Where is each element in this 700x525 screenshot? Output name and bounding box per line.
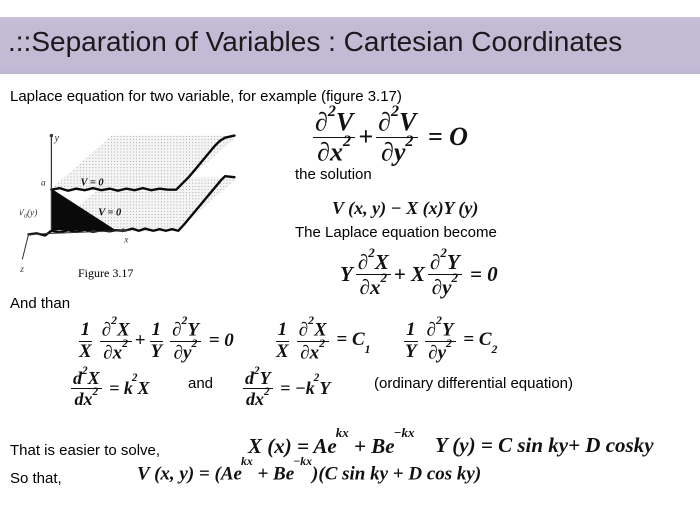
svg-text:x: x bbox=[123, 236, 129, 246]
svg-text:y: y bbox=[54, 133, 60, 144]
svg-text:V0(y): V0(y) bbox=[20, 208, 37, 220]
svg-text:V = 0: V = 0 bbox=[81, 178, 105, 189]
svg-text:V = 0: V = 0 bbox=[98, 208, 122, 219]
svg-text:z: z bbox=[20, 265, 24, 275]
svg-text:a: a bbox=[41, 179, 46, 189]
